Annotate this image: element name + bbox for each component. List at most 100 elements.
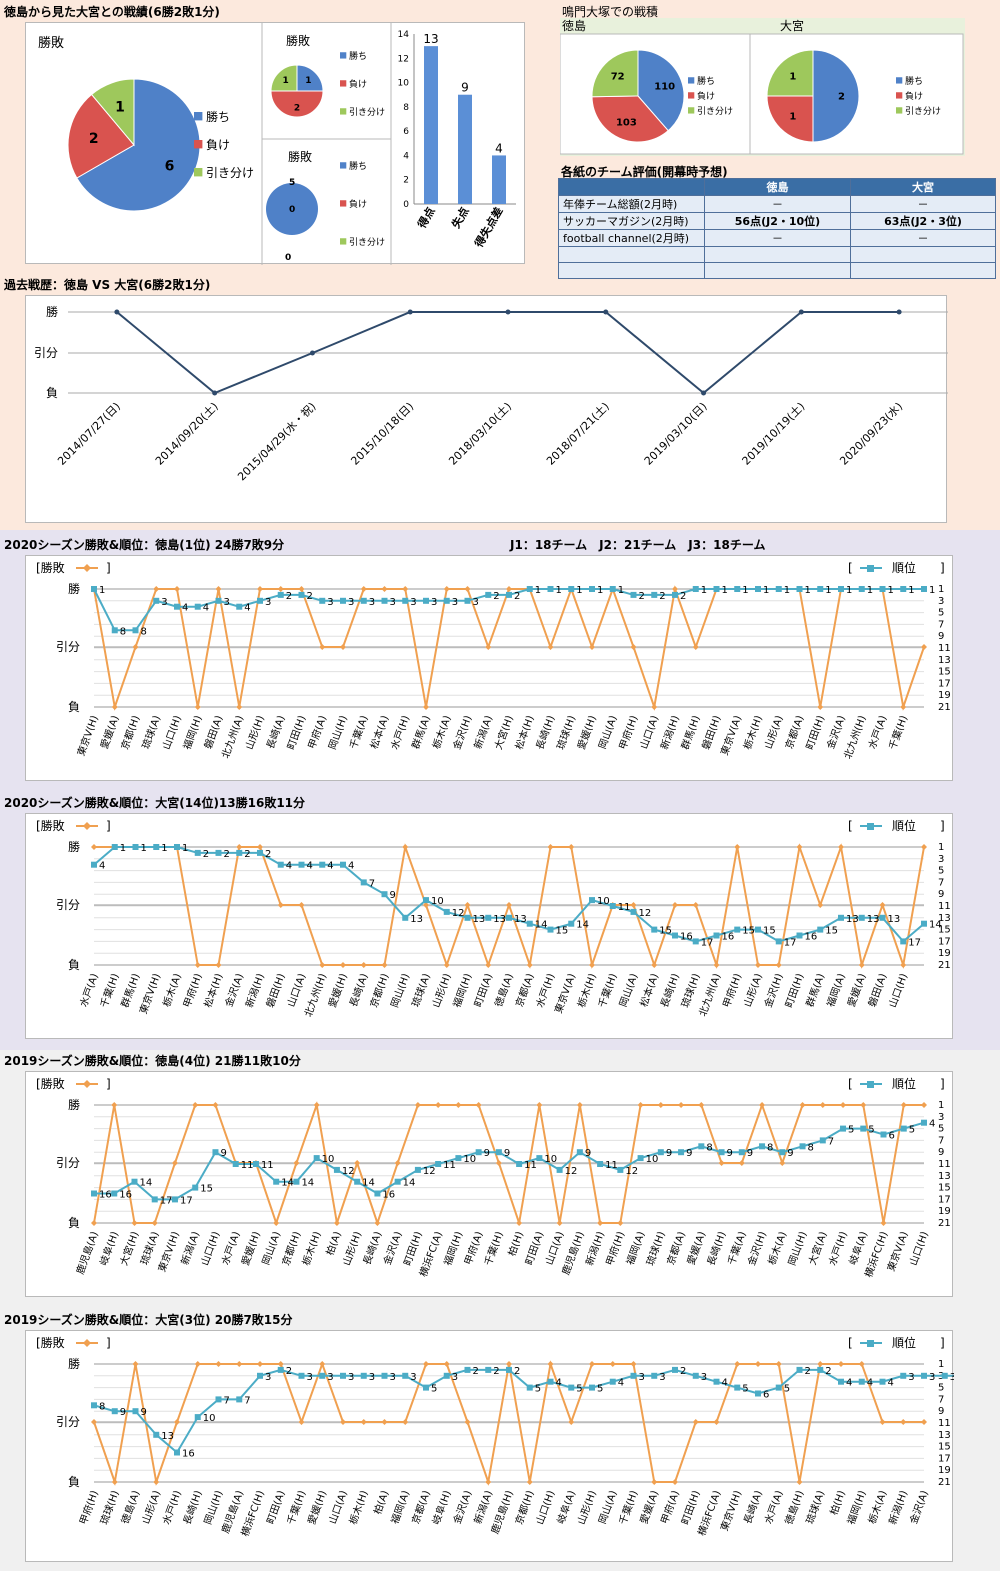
rank-marker [817, 1366, 824, 1373]
result-marker [779, 1160, 786, 1166]
result-marker [817, 902, 824, 908]
season-category-label: 柏(A) [323, 1229, 344, 1257]
result-marker [576, 1102, 583, 1108]
evaluation-row [558, 246, 996, 263]
rank-data-label: 5 [868, 1125, 874, 1136]
season-rank-tick: 15 [938, 925, 951, 936]
result-marker [755, 1361, 761, 1367]
rank-data-label: 14 [281, 1178, 294, 1189]
rank-marker [485, 591, 492, 598]
result-marker [236, 704, 243, 710]
legend-rank-marker [867, 823, 874, 830]
pie-small2: 0 5 0 [266, 178, 318, 263]
history-title: 過去戦歴：徳島 VS 大宮(6勝2敗1分) [4, 278, 211, 292]
result-marker [464, 902, 471, 908]
season-category-label: 山口(A) [327, 1489, 350, 1526]
legend-bracket: ] [106, 1336, 111, 1350]
rank-marker [171, 1196, 178, 1203]
legend-bracket: ] [106, 1077, 111, 1091]
rank-marker [174, 1449, 180, 1456]
rank-data-label: 5 [576, 1384, 582, 1395]
rank-marker [941, 1372, 948, 1379]
rank-marker [637, 1155, 644, 1162]
bar-tick-label: 0 [403, 200, 409, 210]
pie-data-label: 1 [789, 112, 796, 123]
rank-data-label: 2 [203, 849, 209, 860]
season-category-label: 町田(A) [524, 1230, 546, 1266]
rank-data-label: 1 [182, 843, 188, 854]
rank-data-label: 2 [286, 1366, 292, 1377]
season-category-label: 水戸(H) [534, 972, 557, 1009]
result-marker [402, 1419, 409, 1425]
result-marker [713, 1419, 720, 1425]
rank-data-label: 1 [99, 585, 105, 596]
pie-data-label: 1 [115, 99, 125, 115]
rank-data-label: 3 [369, 1372, 375, 1383]
bar-category-label: 得点 [414, 205, 438, 232]
summary-title: 徳島から見た大宮との戦績(6勝2敗1分) [4, 5, 220, 19]
rank-data-label: 11 [443, 1160, 456, 1171]
season-category-label: 徳島(A) [118, 1488, 142, 1525]
evaluation-cell [704, 262, 851, 279]
result-marker [900, 962, 907, 968]
rank-marker [526, 920, 533, 927]
rank-data-label: 3 [224, 597, 230, 608]
season-category-label: 岡山(A) [596, 714, 619, 751]
rank-data-label: 3 [327, 1372, 333, 1383]
season-rank-tick: 1 [938, 1359, 944, 1370]
rank-data-label: 3 [639, 1372, 645, 1383]
rank-data-label: 4 [327, 861, 333, 872]
rank-data-label: 2 [224, 849, 230, 860]
rank-data-label: 4 [244, 603, 250, 614]
season4-title: 2019シーズン勝敗&順位：大宮(3位) 20勝7敗15分 [4, 1313, 293, 1327]
rank-data-label: 3 [410, 1372, 416, 1383]
season-y-label: 引分 [56, 1156, 80, 1170]
result-marker [796, 1479, 803, 1485]
rank-marker [589, 897, 595, 904]
legend-result-label: [勝敗 [36, 1076, 65, 1091]
rank-data-label: 14 [576, 920, 589, 931]
rank-marker [678, 1149, 685, 1156]
legend-label: 勝ち [697, 75, 715, 87]
season-rank-tick: 17 [938, 1194, 951, 1205]
result-marker [657, 1102, 664, 1108]
season-rank-tick: 13 [938, 1171, 951, 1182]
pie-main-title: 勝敗 [38, 36, 64, 51]
season-category-label: 新潟(H) [886, 1488, 910, 1526]
result-marker [630, 902, 637, 908]
season-category-label: 山形(H) [243, 714, 266, 751]
evaluation-cell [850, 246, 996, 263]
rank-data-label: 12 [625, 1166, 638, 1177]
bar-tick-label: 14 [398, 30, 410, 40]
result-marker [536, 1102, 543, 1108]
season-rank-tick: 19 [938, 690, 951, 701]
season-category-label: 千葉(A) [346, 713, 370, 750]
rank-data-label: 3 [161, 597, 167, 608]
result-marker [713, 962, 720, 968]
legend-rank-marker [867, 1081, 874, 1088]
season-category-label: 千葉(H) [616, 1488, 640, 1526]
bar-data-label: 9 [461, 81, 469, 95]
pie-data-label: 0 [285, 253, 291, 263]
result-marker [589, 1361, 595, 1367]
rank-marker [879, 586, 886, 592]
rank-marker [298, 591, 305, 598]
rank-data-label: 10 [646, 1154, 659, 1165]
rank-marker [506, 1366, 512, 1373]
pie-slice [67, 93, 135, 179]
season1-panel: [勝敗][順位] 勝引分負 1 3 5 7 9 11 13 15 17 19 21 1 8 8 3 4 4 3 4 3 2 2… [25, 555, 953, 781]
evaluation-cell [558, 246, 705, 263]
season-category-label: 琉球(H) [554, 713, 578, 751]
pie-naruto-omiya: 2 1 1 [766, 49, 860, 143]
result-marker [277, 1361, 284, 1367]
rank-data-label: 16 [722, 932, 735, 943]
season-rank-tick: 3 [938, 1112, 944, 1123]
history-point [407, 309, 413, 315]
rank-marker [319, 597, 326, 604]
rank-data-label: 17 [160, 1195, 173, 1206]
legend-rank-label: 順位 [892, 560, 916, 575]
season-category-label: 栃木(A) [765, 1229, 789, 1266]
rank-data-label: 9 [727, 1148, 733, 1159]
season-category-label: 福岡(A) [388, 1488, 412, 1525]
bar-tick-label: 8 [403, 103, 409, 113]
